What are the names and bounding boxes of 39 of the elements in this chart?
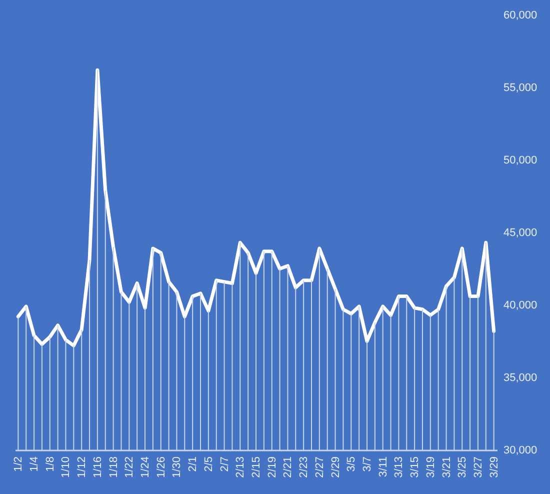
x-tick-label: 1/24	[140, 456, 152, 478]
y-tick-label: 45,000	[504, 227, 538, 239]
x-tick-label: 1/2	[12, 456, 25, 472]
x-tick-label: 1/10	[60, 456, 72, 478]
x-tick-label: 3/29	[488, 456, 500, 478]
y-tick-label: 40,000	[504, 300, 538, 312]
x-tick-label: 2/1	[187, 456, 200, 472]
x-tick-label: 3/27	[472, 456, 484, 478]
x-tick-label: 1/4	[28, 456, 41, 472]
x-tick-label: 1/16	[92, 456, 104, 478]
x-tick-label: 2/5	[202, 456, 215, 472]
x-tick-label: 3/7	[361, 456, 374, 472]
x-tick-label: 2/21	[282, 456, 294, 478]
x-tick-label: 3/21	[440, 456, 453, 478]
x-tick-label: 2/29	[330, 456, 342, 478]
y-tick-label: 55,000	[504, 82, 538, 94]
y-tick-label: 60,000	[504, 10, 538, 22]
x-tick-label: 1/12	[76, 456, 88, 478]
x-tick-label: 1/18	[108, 456, 120, 478]
x-tick-label: 2/7	[218, 456, 231, 472]
x-tick-label: 3/13	[393, 456, 406, 478]
x-tick-label: 2/19	[266, 456, 278, 478]
y-tick-label: 50,000	[504, 154, 538, 166]
x-tick-label: 1/22	[124, 456, 136, 478]
x-tick-label: 2/13	[234, 456, 247, 478]
x-tick-label: 2/27	[314, 456, 326, 478]
x-tick-label: 3/25	[456, 456, 469, 478]
x-tick-label: 1/26	[155, 456, 168, 478]
x-tick-label: 2/15	[250, 456, 262, 478]
x-tick-label: 3/19	[424, 456, 437, 478]
x-tick-label: 1/8	[44, 456, 56, 472]
x-tick-label: 3/15	[409, 456, 422, 478]
y-tick-label: 30,000	[504, 444, 538, 456]
line-series	[16, 68, 496, 348]
y-tick-label: 35,000	[504, 372, 538, 384]
x-tick-label: 3/5	[346, 456, 358, 472]
x-tick-label: 1/30	[171, 456, 184, 478]
x-tick-label: 2/23	[298, 456, 310, 478]
x-tick-label: 3/11	[377, 456, 390, 478]
